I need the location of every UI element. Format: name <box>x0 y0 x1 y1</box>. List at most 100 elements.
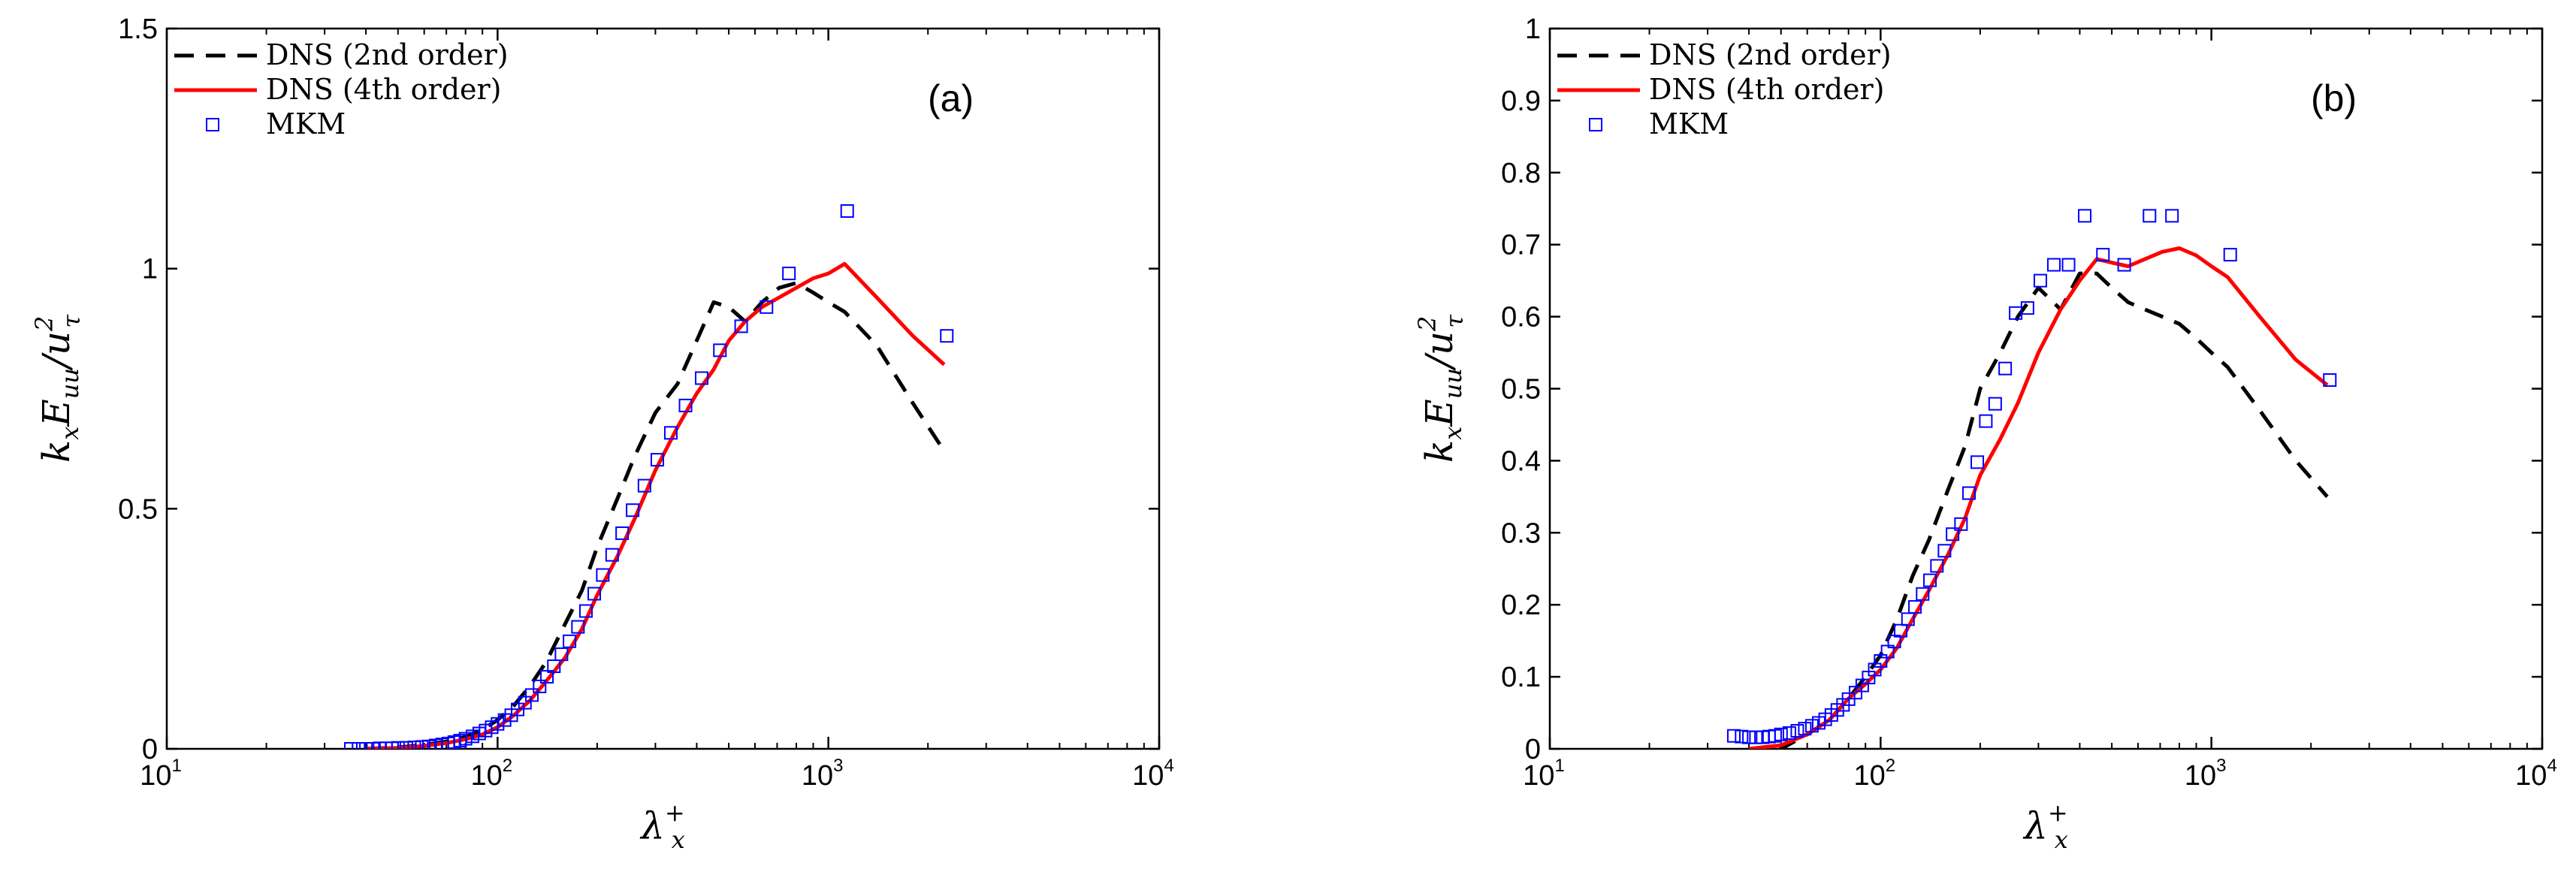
mkm-marker <box>1961 486 1976 500</box>
mkm-marker <box>1774 727 1788 741</box>
x-tick-label: 104 <box>1132 756 1174 792</box>
mkm-marker <box>415 740 429 749</box>
x-tick-label: 102 <box>1854 756 1896 792</box>
mkm-marker <box>1971 455 1985 469</box>
mkm-marker <box>1946 527 1960 542</box>
y-tick-label: 1.5 <box>118 14 158 45</box>
legend-label: DNS (2nd order) <box>1649 38 1892 71</box>
mkm-marker <box>391 741 405 749</box>
mkm-marker <box>540 670 554 684</box>
mkm-marker <box>2033 273 2047 288</box>
mkm-marker <box>571 620 585 634</box>
y-tick-label: 0.8 <box>1501 158 1541 189</box>
mkm-marker <box>1790 724 1804 738</box>
dns-4th-order-line <box>1748 246 2329 749</box>
mkm-marker <box>587 587 602 601</box>
mkm-marker <box>663 426 678 440</box>
mkm-marker <box>399 741 413 749</box>
panel-a: 0 0.5 1 1.5 101 102 103 104 λ+ x kxEuu/u2τ DNS (2nd… <box>30 14 1174 854</box>
y-tick-label: 0.7 <box>1501 230 1541 261</box>
mkm-marker <box>1894 623 1908 638</box>
mkm-marker <box>1930 559 1944 573</box>
mkm-marker <box>940 329 954 343</box>
mkm-marker <box>782 267 796 281</box>
mkm-marker <box>1954 517 1968 531</box>
dns-4th-order-line <box>366 261 946 749</box>
mkm-marker <box>1998 361 2013 376</box>
mkm-marker <box>713 343 727 358</box>
mkm-marker <box>491 717 505 731</box>
mkm-marker <box>458 732 473 746</box>
legend-marker <box>206 118 219 131</box>
legend-label: DNS (4th order) <box>266 73 502 106</box>
legend-label: MKM <box>266 107 346 140</box>
mkm-marker <box>421 739 436 749</box>
mkm-marker <box>1798 722 1812 736</box>
x-tick-label: 104 <box>2515 756 2557 792</box>
mkm-marker <box>1874 654 1888 668</box>
mkm-marker <box>734 319 748 333</box>
mkm-marker <box>547 659 561 674</box>
x-tick-label: 101 <box>1523 756 1565 792</box>
x-tick-label: 101 <box>140 756 182 792</box>
y-tick-label: 0.4 <box>1501 445 1541 477</box>
mkm-marker <box>678 398 693 412</box>
mkm-marker <box>840 204 854 218</box>
panel-label: (b) <box>2311 77 2357 119</box>
mkm-marker <box>626 503 640 517</box>
x-axis-label: λ+ x <box>639 798 685 854</box>
mkm-marker <box>615 526 630 540</box>
mkm-marker <box>533 679 547 693</box>
y-tick-label: 0.2 <box>1501 590 1541 621</box>
y-tick-label: 0.9 <box>1501 86 1541 117</box>
y-tick-label: 0.6 <box>1501 302 1541 333</box>
mkm-marker <box>1923 573 1937 587</box>
mkm-marker <box>1916 587 1930 601</box>
mkm-marker <box>554 647 569 662</box>
mkm-marker <box>1735 729 1749 744</box>
y-tick-label: 0 <box>142 734 158 765</box>
mkm-marker <box>2061 258 2076 272</box>
mkm-marker <box>2078 209 2092 223</box>
mkm-marker <box>637 478 651 493</box>
panel-label: (a) <box>928 77 974 119</box>
mkm-marker <box>563 634 577 648</box>
y-tick-label: 1 <box>1525 14 1541 45</box>
mkm-marker <box>596 568 610 582</box>
x-tick-label: 103 <box>2185 756 2227 792</box>
plot-area <box>1726 209 2337 749</box>
dns-2nd-order-line <box>365 281 946 749</box>
panel-b: 0 0.1 0.2 0.3 0.4 0.5 0.6 0.7 0.8 0.9 1 101 102 103 10… <box>1413 14 2557 854</box>
mkm-marker <box>2323 373 2337 387</box>
mkm-marker <box>2165 209 2179 223</box>
x-tick-label: 102 <box>471 756 513 792</box>
mkm-marker <box>2143 209 2157 223</box>
mkm-marker <box>1742 730 1756 744</box>
mkm-marker <box>1908 600 1922 614</box>
mkm-marker <box>650 453 664 467</box>
mkm-marker <box>2020 301 2034 315</box>
mkm-marker <box>1988 397 2002 411</box>
axes-frame <box>165 27 1161 750</box>
mkm-marker <box>1979 414 1993 428</box>
y-axis-label: kxEuu/u2τ <box>30 314 86 463</box>
dns-2nd-order-line <box>1776 271 2329 749</box>
mkm-marker <box>578 604 593 618</box>
legend-marker <box>1589 118 1602 131</box>
mkm-marker <box>2096 248 2110 262</box>
mkm-marker <box>407 741 421 749</box>
mkm-marker <box>1726 729 1741 743</box>
mkm-marker <box>2117 258 2131 272</box>
y-tick-label: 1 <box>142 254 158 285</box>
mkm-marker <box>525 688 539 702</box>
mkm-marker <box>518 695 532 710</box>
mkm-marker <box>343 742 358 749</box>
y-tick-label: 0.5 <box>1501 374 1541 406</box>
x-axis-label: λ+ x <box>2022 798 2068 854</box>
mkm-marker <box>760 300 774 314</box>
legend-label: MKM <box>1649 107 1729 140</box>
mkm-marker <box>1901 612 1915 626</box>
plot-area <box>343 204 954 749</box>
y-tick-label: 0 <box>1525 734 1541 765</box>
